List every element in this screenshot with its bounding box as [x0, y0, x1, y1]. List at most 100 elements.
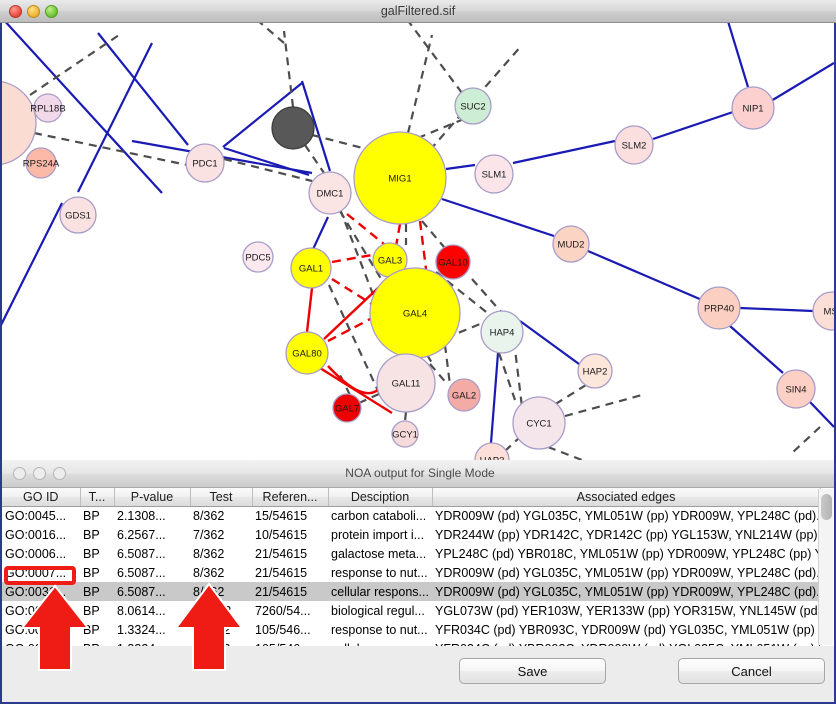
cell-associated-edges: YFR034C (pd) YBR093C, YDR009W (pd) YGL03… — [432, 639, 820, 647]
edge-dashed — [258, 23, 285, 44]
edge-red-dashed — [418, 220, 428, 270]
edge-red — [305, 287, 314, 333]
noa-zoom-button[interactable] — [53, 467, 66, 480]
edge-dashed — [328, 284, 381, 396]
edge-red-dashed — [346, 213, 385, 245]
table-row[interactable]: GO:0031...BP1.3324...11/362105/546...cel… — [2, 639, 820, 647]
edge-dashed — [512, 340, 524, 408]
column-header-associated-edges[interactable]: Associated edges — [432, 488, 821, 507]
minimize-button[interactable] — [27, 5, 40, 18]
network-canvas[interactable]: RPL18B RPS24A GDS1 PDC1 DMC1 PDC5 MIG1 SUC2 SLM1… — [0, 23, 836, 460]
cell-p-value: 6.2567... — [117, 527, 166, 542]
cell-reference: 21/54615 — [255, 565, 308, 580]
node-NIP1[interactable]: NIP1 — [731, 86, 775, 130]
column-header-go-id[interactable]: GO ID — [2, 488, 81, 507]
cell-description: cellular respons... — [328, 639, 432, 647]
table-row[interactable]: GO:0031... BP 6.5087... 8/362 21/54615 cellul… — [2, 582, 820, 601]
node-PDC1[interactable]: PDC1 — [185, 143, 225, 183]
noa-minimize-button[interactable] — [33, 467, 46, 480]
node-label-NIP1: NIP1 — [742, 103, 763, 114]
node-label-MSN5: MSI — [824, 306, 834, 317]
node-RPS4A[interactable] — [2, 81, 37, 165]
table-row[interactable]: GO:0031... BP 1.3324... 11/362 105/546... res… — [2, 620, 820, 639]
node-SIN4[interactable]: SIN4 — [776, 369, 816, 409]
node-PRP40[interactable]: PRP40 — [697, 286, 741, 330]
node-GCY1[interactable]: GCY1 — [391, 420, 419, 448]
cell-reference: 105/546... — [255, 622, 311, 637]
node-GAL1[interactable]: GAL1 — [290, 247, 332, 289]
node-GAL4[interactable]: GAL4 — [369, 267, 461, 359]
node-GAL2[interactable]: GAL2 — [447, 378, 481, 412]
save-button[interactable]: Save — [459, 658, 606, 684]
cell-go-id: GO:0065... — [5, 603, 67, 618]
node-GAL3[interactable]: GAL3 — [372, 242, 408, 278]
edge-blue — [77, 42, 153, 193]
cancel-button[interactable]: Cancel — [678, 658, 825, 684]
noa-results-table[interactable]: GO ID T... P-value Test Referen... Desci… — [2, 488, 834, 646]
node-HAP3[interactable]: HAP3 — [474, 442, 510, 460]
column-header-description[interactable]: Desciption — [328, 488, 433, 507]
node-GAL7[interactable]: GAL7 — [332, 393, 362, 423]
node-GAL80[interactable]: GAL80 — [285, 331, 329, 375]
node-HAP4[interactable]: HAP4 — [480, 310, 524, 354]
table-row[interactable]: GO:0007... BP 6.5087... 8/362 21/54615 respon… — [2, 563, 820, 582]
main-window-titlebar: galFiltered.sif — [0, 0, 836, 23]
cell-type: BP — [83, 622, 100, 637]
node-unlabeled-dark[interactable] — [271, 106, 315, 150]
noa-window-controls — [13, 467, 66, 480]
node-GAL11[interactable]: GAL11 — [376, 353, 436, 413]
node-GAL10[interactable]: GAL10 — [435, 244, 471, 280]
node-SLM1[interactable]: SLM1 — [474, 154, 514, 194]
cell-reference: 7260/54... — [255, 603, 311, 618]
node-RPL18B[interactable]: RPL18B — [30, 93, 66, 123]
node-DMC1[interactable]: DMC1 — [308, 171, 352, 215]
cell-reference: 21/54615 — [255, 546, 308, 561]
node-HAP2[interactable]: HAP2 — [577, 353, 613, 389]
edge-blue — [519, 320, 580, 365]
node-label-GAL1: GAL1 — [299, 263, 323, 274]
noa-close-button[interactable] — [13, 467, 26, 480]
edge-blue — [489, 352, 500, 444]
table-row[interactable]: GO:0045... BP 2.1308... 8/362 15/54615 carbon… — [2, 506, 820, 525]
node-label-PDC1: PDC1 — [192, 158, 217, 169]
column-header-reference[interactable]: Referen... — [252, 488, 329, 507]
edge-blue — [739, 306, 814, 313]
node-MIG1[interactable]: MIG1 — [353, 131, 447, 225]
cell-associated-edges: YFR034C (pd) YBR093C, YDR009W (pd) YGL03… — [435, 622, 820, 637]
cell-description: carbon cataboli... — [331, 508, 427, 523]
network-graph[interactable]: RPL18B RPS24A GDS1 PDC1 DMC1 PDC5 MIG1 SUC2 SLM1… — [2, 23, 834, 460]
column-header-type[interactable]: T... — [80, 488, 115, 507]
cell-test: 8/362 — [190, 582, 252, 601]
cell-type: BP — [80, 639, 114, 647]
node-label-GAL11: GAL11 — [392, 378, 421, 389]
cell-p-value: 1.3324... — [114, 639, 190, 647]
cell-test: 11/362 — [193, 622, 231, 637]
edge-blue — [222, 82, 303, 148]
cell-reference: 15/54615 — [255, 508, 308, 523]
table-row[interactable]: GO:0016... BP 6.2567... 7/362 10/54615 protei… — [2, 525, 820, 544]
table-row[interactable]: GO:0065... BP 8.0614... 94/362 7260/54... bio… — [2, 601, 820, 620]
node-GDS1[interactable]: GDS1 — [59, 196, 97, 234]
close-button[interactable] — [9, 5, 22, 18]
edge-dashed — [791, 426, 821, 454]
table-row[interactable]: GO:0006... BP 6.5087... 8/362 21/54615 galact… — [2, 544, 820, 563]
zoom-button[interactable] — [45, 5, 58, 18]
edge-blue — [729, 325, 784, 374]
node-PDC5[interactable]: PDC5 — [242, 241, 274, 273]
scrollbar-thumb[interactable] — [821, 494, 832, 520]
column-header-test[interactable]: Test — [190, 488, 253, 507]
node-MUD2[interactable]: MUD2 — [552, 225, 590, 263]
table-vertical-scrollbar[interactable] — [818, 489, 833, 645]
node-RPS24A[interactable]: RPS24A — [23, 147, 60, 179]
node-SUC2[interactable]: SUC2 — [454, 87, 492, 125]
edge-red — [327, 365, 381, 395]
node-SLM2[interactable]: SLM2 — [614, 125, 654, 165]
node-label-GAL4: GAL4 — [403, 308, 427, 319]
cell-go-id: GO:0031... — [2, 582, 80, 601]
node-CYC1[interactable]: CYC1 — [512, 396, 566, 450]
column-header-p-value[interactable]: P-value — [114, 488, 191, 507]
node-label-MUD2: MUD2 — [558, 239, 585, 250]
cell-go-id: GO:0045... — [5, 508, 67, 523]
nodes-layer[interactable]: RPL18B RPS24A GDS1 PDC1 DMC1 PDC5 MIG1 SUC2 SLM1… — [2, 81, 834, 460]
node-MSN5[interactable]: MSI — [812, 291, 834, 331]
